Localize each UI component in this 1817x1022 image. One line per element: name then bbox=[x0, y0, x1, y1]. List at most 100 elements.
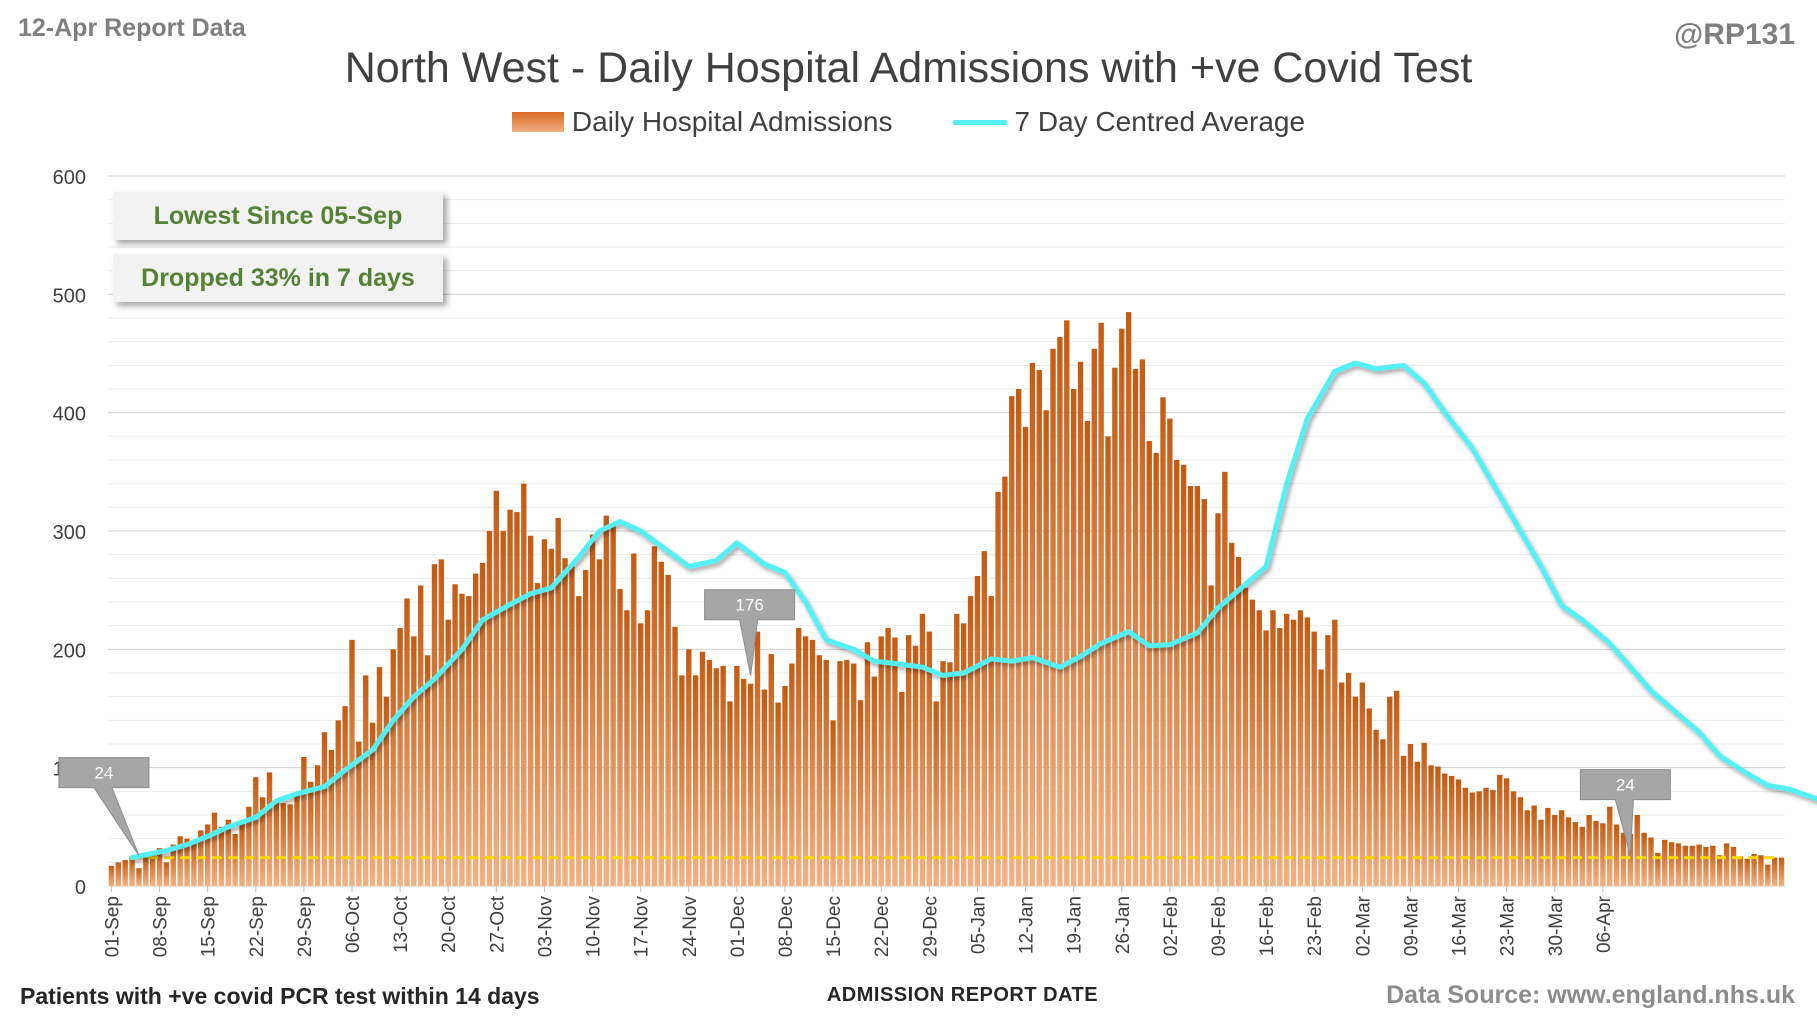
bar bbox=[1132, 368, 1139, 887]
bar bbox=[342, 706, 348, 886]
bar bbox=[940, 661, 946, 886]
bar bbox=[473, 573, 479, 886]
bar bbox=[445, 619, 451, 886]
x-tick-label: 02-Feb bbox=[1161, 896, 1182, 956]
bar bbox=[1318, 669, 1324, 886]
legend-line-label: 7 Day Centred Average bbox=[1014, 106, 1306, 137]
bar bbox=[617, 588, 623, 886]
bar bbox=[878, 636, 884, 886]
footnote: Patients with +ve covid PCR test within … bbox=[20, 983, 540, 1009]
value-marker: 176 bbox=[704, 589, 796, 676]
bar bbox=[1187, 486, 1194, 886]
bar bbox=[857, 700, 864, 886]
x-tick-label: 08-Dec bbox=[776, 896, 797, 957]
x-tick-label: 23-Feb bbox=[1305, 896, 1326, 956]
bar bbox=[1325, 635, 1331, 886]
bar bbox=[418, 585, 424, 886]
x-axis-title: ADMISSION REPORT DATE bbox=[826, 984, 1099, 1006]
bar bbox=[108, 865, 115, 886]
bar bbox=[383, 696, 390, 886]
bar bbox=[1531, 805, 1537, 886]
bar bbox=[1380, 739, 1386, 886]
x-tick-label: 01-Sep bbox=[102, 896, 123, 957]
bar bbox=[1483, 787, 1489, 886]
bar bbox=[528, 535, 534, 886]
x-tick-labels: 01-Sep 08-Sep 15-Sep 22-Sep 29-Sep 06-Oct 13-O… bbox=[102, 886, 1615, 958]
x-tick-label: 06-Oct bbox=[343, 895, 364, 953]
bar bbox=[1125, 312, 1132, 886]
bar bbox=[692, 675, 699, 886]
bar bbox=[658, 561, 664, 886]
bar bbox=[521, 483, 527, 886]
bar bbox=[844, 659, 850, 886]
bar bbox=[981, 551, 987, 886]
bar bbox=[1366, 708, 1372, 886]
bar bbox=[1064, 320, 1070, 886]
bar bbox=[1655, 852, 1661, 886]
bar bbox=[1435, 766, 1441, 886]
bar bbox=[1758, 855, 1764, 886]
marker-value-label: 176 bbox=[735, 596, 763, 615]
bar bbox=[1057, 336, 1063, 886]
x-tick-label: 15-Dec bbox=[824, 896, 845, 957]
y-tick-labels: 0100200300400500600 bbox=[53, 167, 86, 899]
bar bbox=[582, 570, 589, 886]
x-tick-label: 19-Jan bbox=[1065, 896, 1086, 954]
bar bbox=[1586, 815, 1592, 886]
bar bbox=[1689, 845, 1695, 886]
bar bbox=[1503, 778, 1510, 886]
bar bbox=[266, 772, 273, 886]
y-tick-label: 600 bbox=[53, 167, 86, 189]
x-tick-label: 08-Sep bbox=[151, 896, 172, 957]
marker-balloon bbox=[58, 757, 150, 856]
bar bbox=[424, 655, 431, 886]
bar bbox=[1552, 815, 1558, 886]
bar bbox=[363, 675, 369, 886]
bar bbox=[548, 548, 554, 886]
bar bbox=[1634, 815, 1640, 886]
bar bbox=[1112, 367, 1118, 886]
bar bbox=[995, 491, 1001, 886]
bar bbox=[802, 636, 809, 886]
bar bbox=[1077, 361, 1084, 886]
bar bbox=[1180, 464, 1187, 886]
bar bbox=[713, 668, 719, 886]
bar bbox=[967, 596, 974, 886]
bar bbox=[576, 596, 582, 886]
x-tick-label: 16-Mar bbox=[1450, 895, 1471, 956]
bar bbox=[974, 575, 981, 886]
bar bbox=[1414, 761, 1420, 886]
x-tick-label: 20-Oct bbox=[439, 895, 460, 953]
bar bbox=[555, 517, 561, 886]
bar bbox=[177, 836, 183, 886]
bar bbox=[232, 833, 238, 886]
bar bbox=[479, 562, 486, 886]
bar bbox=[1723, 843, 1730, 886]
bar bbox=[919, 613, 926, 886]
bar bbox=[1421, 742, 1427, 886]
bar bbox=[871, 676, 878, 886]
bar bbox=[651, 546, 658, 886]
bar bbox=[1263, 630, 1269, 886]
bar bbox=[1249, 599, 1256, 886]
bar bbox=[1648, 837, 1654, 886]
x-tick-label: 23-Mar bbox=[1498, 895, 1519, 956]
bar bbox=[1373, 729, 1379, 886]
x-tick-label: 03-Nov bbox=[535, 896, 556, 958]
bar bbox=[782, 686, 788, 886]
bar bbox=[1751, 854, 1757, 886]
bar bbox=[961, 623, 967, 886]
bar bbox=[246, 806, 252, 886]
bar bbox=[1229, 542, 1235, 886]
bar bbox=[1462, 787, 1469, 886]
bar bbox=[466, 596, 472, 886]
bar bbox=[259, 797, 266, 886]
bar bbox=[1311, 631, 1317, 886]
bar bbox=[129, 856, 135, 886]
bar bbox=[1710, 845, 1716, 886]
bar bbox=[1442, 773, 1448, 886]
bar bbox=[562, 558, 568, 886]
value-marker: 24 bbox=[58, 757, 150, 856]
bar bbox=[459, 593, 465, 886]
